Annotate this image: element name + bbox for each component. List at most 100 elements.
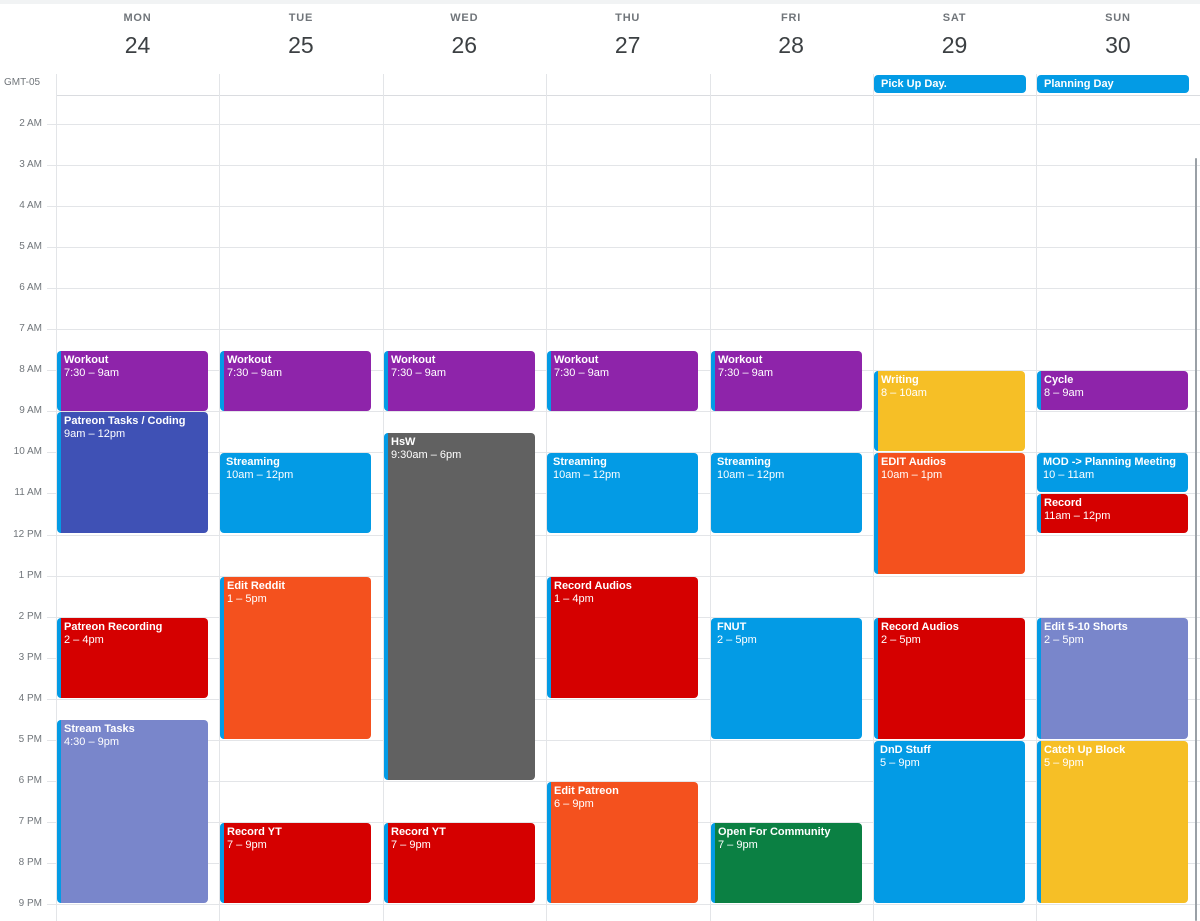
event-title: EDIT Audios bbox=[881, 456, 946, 468]
calendar-event[interactable]: Edit Reddit 1 – 5pm bbox=[220, 577, 371, 739]
day-number[interactable]: 28 bbox=[778, 32, 804, 58]
calendar-event[interactable]: Cycle 8 – 9am bbox=[1037, 371, 1188, 410]
event-title: Workout bbox=[391, 354, 436, 366]
hour-gridline bbox=[47, 329, 1200, 330]
day-of-week: SUN bbox=[1105, 12, 1131, 24]
all-day-event[interactable]: Planning Day bbox=[1037, 75, 1189, 93]
hour-gridline bbox=[47, 535, 1200, 536]
scrollbar[interactable] bbox=[1195, 158, 1197, 921]
event-time: 7 – 9pm bbox=[718, 839, 758, 851]
calendar-event[interactable]: Workout 7:30 – 9am bbox=[711, 351, 862, 411]
calendar-event[interactable]: Patreon Recording 2 – 4pm bbox=[57, 618, 208, 698]
event-title: Edit 5-10 Shorts bbox=[1044, 621, 1128, 633]
calendar-event[interactable]: Edit 5-10 Shorts 2 – 5pm bbox=[1037, 618, 1188, 739]
calendar-event[interactable]: Record Audios 2 – 5pm bbox=[874, 618, 1025, 739]
event-time: 10am – 12pm bbox=[717, 469, 785, 481]
event-title: Streaming bbox=[553, 456, 607, 468]
calendar-event[interactable]: Catch Up Block 5 – 9pm bbox=[1037, 741, 1188, 903]
event-title: Stream Tasks bbox=[64, 723, 135, 735]
calendar-event[interactable]: Workout 7:30 – 9am bbox=[547, 351, 698, 411]
event-title: MOD -> Planning Meeting bbox=[1043, 456, 1176, 468]
calendar-event[interactable]: Workout 7:30 – 9am bbox=[220, 351, 371, 411]
calendar-event[interactable]: Record Audios 1 – 4pm bbox=[547, 577, 698, 698]
calendar-event[interactable]: HsW 9:30am – 6pm bbox=[384, 433, 535, 780]
day-number[interactable]: 30 bbox=[1105, 32, 1131, 58]
calendar-event[interactable]: MOD -> Planning Meeting 10 – 11am bbox=[1037, 453, 1188, 492]
event-title: Patreon Recording bbox=[64, 621, 163, 633]
hour-gridline bbox=[47, 904, 1200, 905]
calendar-event[interactable]: Streaming 10am – 12pm bbox=[220, 453, 371, 533]
top-border bbox=[0, 0, 1200, 4]
event-title: Catch Up Block bbox=[1044, 744, 1126, 756]
day-number[interactable]: 27 bbox=[614, 32, 641, 58]
day-column-divider bbox=[383, 74, 384, 921]
day-number[interactable]: 26 bbox=[451, 32, 478, 58]
calendar-event[interactable]: Streaming 10am – 12pm bbox=[547, 453, 698, 533]
day-number[interactable]: 25 bbox=[288, 32, 314, 58]
event-title: Streaming bbox=[717, 456, 771, 468]
event-title: DnD Stuff bbox=[880, 744, 931, 756]
event-time: 7:30 – 9am bbox=[718, 367, 774, 379]
hour-gridline bbox=[47, 165, 1200, 166]
day-number[interactable]: 29 bbox=[941, 32, 968, 58]
calendar-event[interactable]: Patreon Tasks / Coding 9am – 12pm bbox=[57, 412, 208, 533]
event-title: FNUT bbox=[717, 621, 747, 633]
calendar-event[interactable]: Workout 7:30 – 9am bbox=[57, 351, 208, 411]
hour-label: 1 PM bbox=[18, 570, 42, 581]
event-time: 7 – 9pm bbox=[391, 839, 431, 851]
event-time: 8 – 9am bbox=[1044, 387, 1084, 399]
hour-gridline bbox=[47, 411, 1200, 412]
calendar-event[interactable]: Workout 7:30 – 9am bbox=[384, 351, 535, 411]
calendar-event[interactable]: Stream Tasks 4:30 – 9pm bbox=[57, 720, 208, 903]
event-title: HsW bbox=[391, 436, 416, 448]
hour-label: 5 AM bbox=[19, 241, 42, 252]
hour-gridline bbox=[47, 740, 1200, 741]
day-column-divider bbox=[1036, 74, 1037, 921]
event-title: Record Audios bbox=[881, 621, 959, 633]
calendar-event[interactable]: Record YT 7 – 9pm bbox=[220, 823, 371, 903]
event-time: 7 – 9pm bbox=[227, 839, 267, 851]
hour-gridline bbox=[47, 699, 1200, 700]
day-of-week: SAT bbox=[942, 12, 967, 24]
calendar-event[interactable]: Record YT 7 – 9pm bbox=[384, 823, 535, 903]
hour-label: 8 PM bbox=[18, 857, 42, 868]
event-time: 9am – 12pm bbox=[64, 428, 126, 440]
day-of-week: FRI bbox=[781, 12, 802, 24]
event-time: 11am – 12pm bbox=[1044, 510, 1111, 522]
hour-label: 8 AM bbox=[19, 364, 42, 375]
event-title: Open For Community bbox=[718, 826, 831, 838]
event-title: Patreon Tasks / Coding bbox=[64, 415, 186, 427]
hour-label: 7 PM bbox=[18, 816, 42, 827]
hour-label: 9 AM bbox=[19, 405, 42, 416]
calendar-event[interactable]: FNUT 2 – 5pm bbox=[711, 618, 862, 739]
calendar-event[interactable]: Writing 8 – 10am bbox=[874, 371, 1025, 451]
day-of-week: THU bbox=[615, 12, 641, 24]
hour-label: 6 AM bbox=[19, 282, 42, 293]
event-time: 5 – 9pm bbox=[1044, 757, 1084, 769]
all-day-event[interactable]: Pick Up Day. bbox=[874, 75, 1026, 93]
event-time: 2 – 5pm bbox=[717, 634, 757, 646]
event-time: 7:30 – 9am bbox=[554, 367, 610, 379]
hour-label: 5 PM bbox=[18, 734, 42, 745]
event-time: 8 – 10am bbox=[881, 387, 927, 399]
timezone-label: GMT-05 bbox=[4, 77, 41, 88]
event-title: Workout bbox=[227, 354, 272, 366]
hour-gridline bbox=[47, 576, 1200, 577]
event-title: Record YT bbox=[391, 826, 446, 838]
day-column-divider bbox=[710, 74, 711, 921]
event-title: Edit Reddit bbox=[227, 580, 286, 592]
day-column-divider bbox=[546, 74, 547, 921]
calendar-event[interactable]: Edit Patreon 6 – 9pm bbox=[547, 782, 698, 903]
calendar-event[interactable]: Streaming 10am – 12pm bbox=[711, 453, 862, 533]
calendar-event[interactable]: Open For Community 7 – 9pm bbox=[711, 823, 862, 903]
calendar-event[interactable]: EDIT Audios 10am – 1pm bbox=[874, 453, 1025, 574]
calendar-event[interactable]: Record 11am – 12pm bbox=[1037, 494, 1188, 533]
day-column-divider bbox=[56, 74, 57, 921]
event-title: Record bbox=[1044, 497, 1082, 509]
hour-label: 10 AM bbox=[13, 446, 42, 457]
calendar-event[interactable]: DnD Stuff 5 – 9pm bbox=[874, 741, 1025, 903]
day-number[interactable]: 24 bbox=[124, 32, 151, 58]
event-time: 4:30 – 9pm bbox=[64, 736, 120, 748]
hour-gridline bbox=[47, 781, 1200, 782]
